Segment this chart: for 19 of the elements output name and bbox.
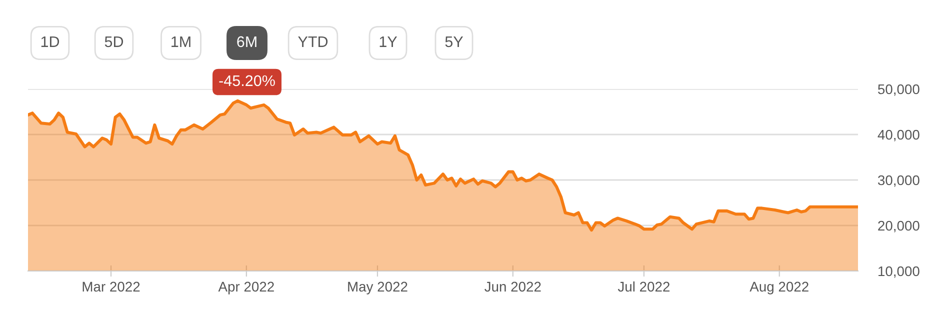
x-tick-label: Jul 2022 bbox=[618, 281, 670, 292]
text: 5Y bbox=[445, 36, 464, 48]
text: 5D bbox=[104, 36, 124, 48]
text: YTD bbox=[298, 36, 328, 47]
x-tick-label: Aug 2022 bbox=[750, 282, 808, 294]
y-tick-label: 50,000 bbox=[878, 84, 920, 96]
x-tick-label: Jun 2022 bbox=[484, 282, 541, 292]
x-tick-label: Mar 2022 bbox=[82, 282, 140, 292]
y-tick-label: 10,000 bbox=[878, 266, 920, 278]
text: 1M bbox=[172, 36, 190, 47]
y-tick-label: 20,000 bbox=[878, 220, 920, 232]
text: 1Y bbox=[380, 36, 398, 47]
x-tick-label: Apr 2022 bbox=[218, 282, 274, 294]
text: 6M bbox=[237, 36, 256, 48]
y-tick-label: 30,000 bbox=[878, 175, 920, 187]
x-tick-label: May 2022 bbox=[348, 282, 408, 294]
y-tick-label: 40,000 bbox=[878, 130, 920, 142]
text: -45.20% bbox=[219, 75, 275, 86]
text: 1D bbox=[41, 36, 60, 47]
